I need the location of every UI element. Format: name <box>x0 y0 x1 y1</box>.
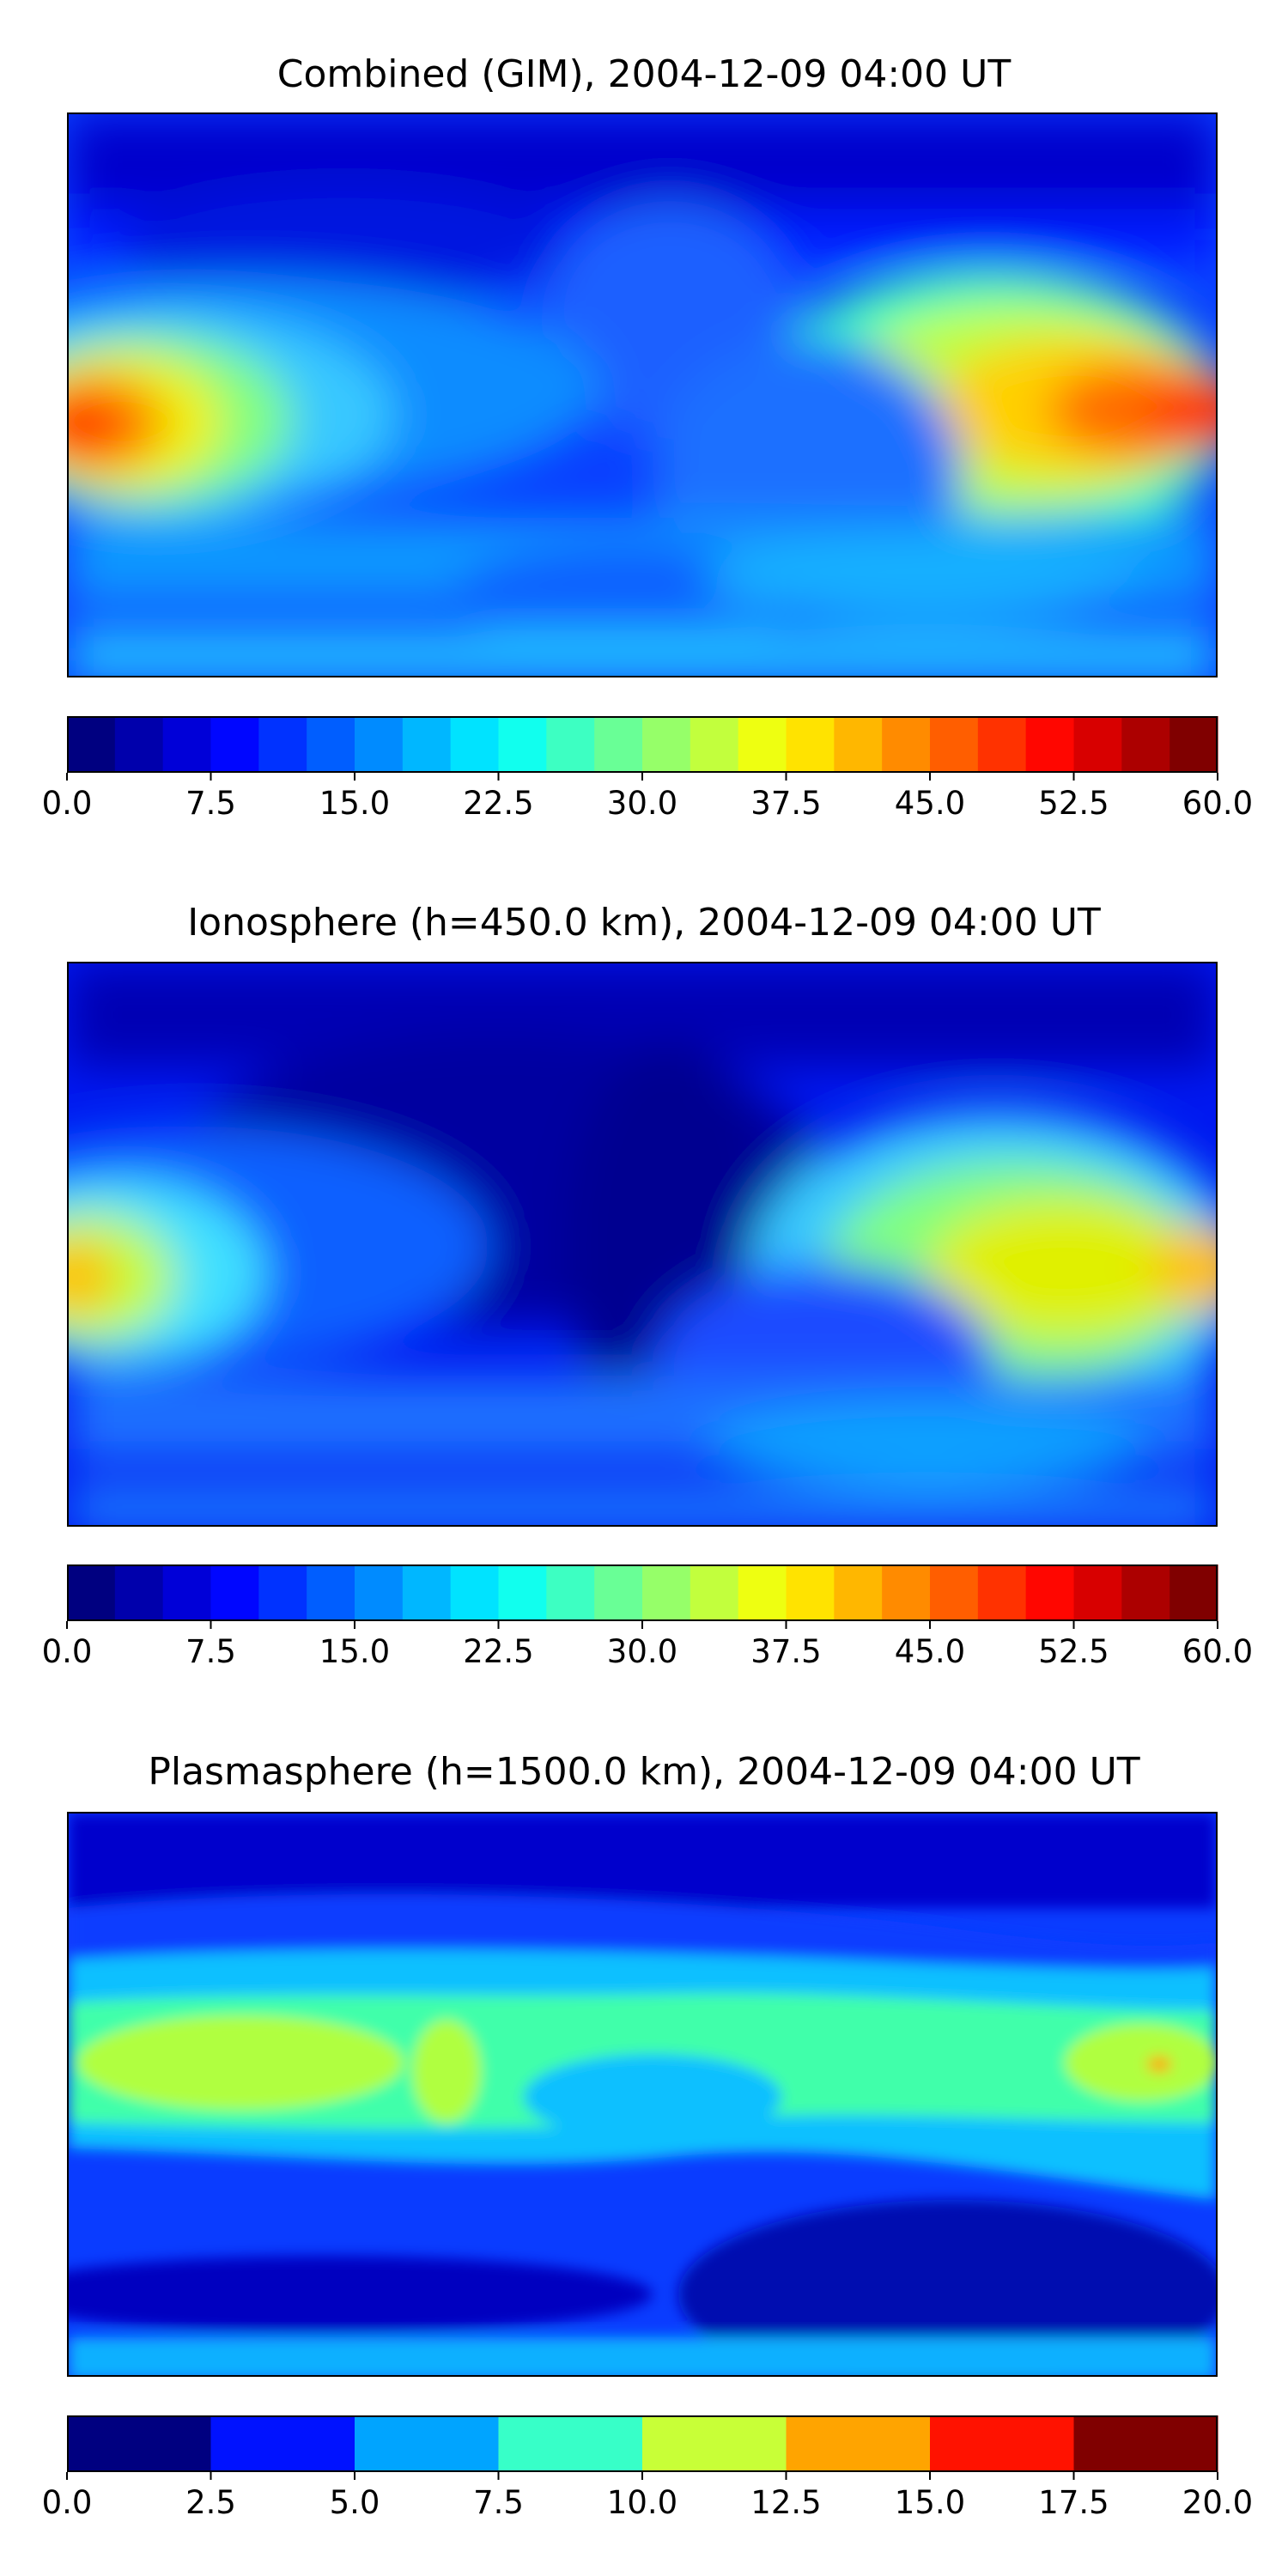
colorbar-segment <box>355 2415 500 2472</box>
colorbar-frame <box>67 1564 1218 1621</box>
colorbar-frame <box>67 2415 1218 2472</box>
colorbar-tick-label: 30.0 <box>607 1633 677 1670</box>
colorbar-segment <box>930 716 979 773</box>
colorbar-tick-label: 37.5 <box>750 1633 821 1670</box>
colorbar-tick-label: 15.0 <box>895 2484 965 2521</box>
colorbar-tick-label: 52.5 <box>1038 785 1109 822</box>
colorbar-segment <box>690 716 739 773</box>
colorbar-segment <box>546 1564 595 1621</box>
colorbar-tick-label: 7.5 <box>185 1633 236 1670</box>
colorbar-tick-label: 22.5 <box>463 1633 533 1670</box>
colorbar-segment <box>690 1564 739 1621</box>
colorbar-tick-label: 45.0 <box>895 785 965 822</box>
chart-title-plasmasphere: Plasmasphere (h=1500.0 km), 2004-12-09 0… <box>148 1750 1140 1794</box>
map-ionosphere <box>67 962 1218 1527</box>
colorbar-segment <box>355 1564 404 1621</box>
colorbar-segment <box>1025 716 1075 773</box>
colorbar-segment <box>1121 1564 1170 1621</box>
colorbar-frame <box>67 716 1218 773</box>
colorbar-segment <box>642 716 691 773</box>
colorbar-segment <box>450 716 500 773</box>
colorbar-segment <box>642 1564 691 1621</box>
colorbar-tick-label: 15.0 <box>319 785 390 822</box>
colorbar-segment <box>1073 1564 1122 1621</box>
colorbar-tick-label: 30.0 <box>607 785 677 822</box>
colorbar-segment <box>1170 1564 1218 1621</box>
colorbar-segment <box>882 716 931 773</box>
colorbar-tick-label: 52.5 <box>1038 1633 1109 1670</box>
colorbar-segment <box>67 716 116 773</box>
chart-title-ionosphere: Ionosphere (h=450.0 km), 2004-12-09 04:0… <box>187 901 1101 945</box>
colorbar-ionosphere: 0.0 7.5 15.0 22.5 30.0 37.5 45.0 52.5 60.0 <box>42 1564 1253 1670</box>
colorbar-segment <box>1073 716 1122 773</box>
colorbar-segment <box>977 716 1027 773</box>
colorbar-tick-label: 17.5 <box>1038 2484 1109 2521</box>
colorbar-segment <box>642 2415 787 2472</box>
colorbar-segment <box>1121 716 1170 773</box>
map-plasmasphere <box>67 1812 1218 2377</box>
colorbar-segment <box>498 2415 643 2472</box>
colorbar-segment <box>307 716 355 773</box>
colorbar-segment <box>786 2415 931 2472</box>
colorbar-tick-label: 0.0 <box>42 785 93 822</box>
map-combined <box>67 112 1218 677</box>
colorbar-tick-label: 60.0 <box>1182 785 1253 822</box>
colorbar-segment <box>162 716 212 773</box>
colorbar-tick-label: 45.0 <box>895 1633 965 1670</box>
colorbar-plasmasphere: 0.0 2.5 5.0 7.5 10.0 12.5 15.0 17.5 20.0 <box>42 2415 1253 2521</box>
colorbar-tick-label: 60.0 <box>1182 1633 1253 1670</box>
colorbar-segment <box>594 716 643 773</box>
colorbar-segment <box>67 1564 116 1621</box>
colorbar-segment <box>307 1564 355 1621</box>
colorbar-segment <box>114 716 164 773</box>
colorbar-segment <box>882 1564 931 1621</box>
colorbar-segment <box>786 1564 835 1621</box>
colorbar-tick-label: 0.0 <box>42 2484 93 2521</box>
colorbar-segment <box>834 716 883 773</box>
colorbar-segment <box>786 716 835 773</box>
colorbar-tick-label: 0.0 <box>42 1633 93 1670</box>
colorbar-tick-label: 5.0 <box>330 2484 380 2521</box>
colorbar-segment <box>210 2415 355 2472</box>
colorbar-segment <box>738 1564 787 1621</box>
colorbar-segment <box>930 1564 979 1621</box>
colorbar-segment <box>114 1564 164 1621</box>
colorbar-segment <box>162 1564 212 1621</box>
colorbar-tick-label: 10.0 <box>607 2484 677 2521</box>
colorbar-segment <box>1073 2415 1218 2472</box>
colorbar-combined: 0.0 7.5 15.0 22.5 30.0 37.5 45.0 52.5 60.0 <box>42 716 1253 822</box>
colorbar-tick-label: 20.0 <box>1182 2484 1253 2521</box>
colorbar-tick-label: 7.5 <box>473 2484 524 2521</box>
colorbar-segment <box>402 1564 452 1621</box>
colorbar-tick-label: 15.0 <box>319 1633 390 1670</box>
colorbar-segment <box>977 1564 1027 1621</box>
chart-title-combined: Combined (GIM), 2004-12-09 04:00 UT <box>276 52 1012 96</box>
colorbar-segment <box>498 1564 547 1621</box>
colorbar-segment <box>450 1564 500 1621</box>
colorbar-segment <box>930 2415 1075 2472</box>
colorbar-segment <box>258 1564 307 1621</box>
colorbar-tick-label: 37.5 <box>750 785 821 822</box>
colorbar-tick-label: 12.5 <box>750 2484 821 2521</box>
colorbar-segment <box>738 716 787 773</box>
colorbar-segment <box>498 716 547 773</box>
colorbar-segment <box>67 2415 212 2472</box>
colorbar-segment <box>355 716 404 773</box>
colorbar-segment <box>546 716 595 773</box>
colorbar-tick-label: 7.5 <box>185 785 236 822</box>
colorbar-segment <box>594 1564 643 1621</box>
colorbar-tick-label: 22.5 <box>463 785 533 822</box>
colorbar-segment <box>1170 716 1218 773</box>
colorbar-segment <box>210 716 259 773</box>
colorbar-segment <box>210 1564 259 1621</box>
colorbar-segment <box>1025 1564 1075 1621</box>
colorbar-segment <box>258 716 307 773</box>
colorbar-tick-label: 2.5 <box>185 2484 236 2521</box>
colorbar-segment <box>834 1564 883 1621</box>
colorbar-segment <box>402 716 452 773</box>
